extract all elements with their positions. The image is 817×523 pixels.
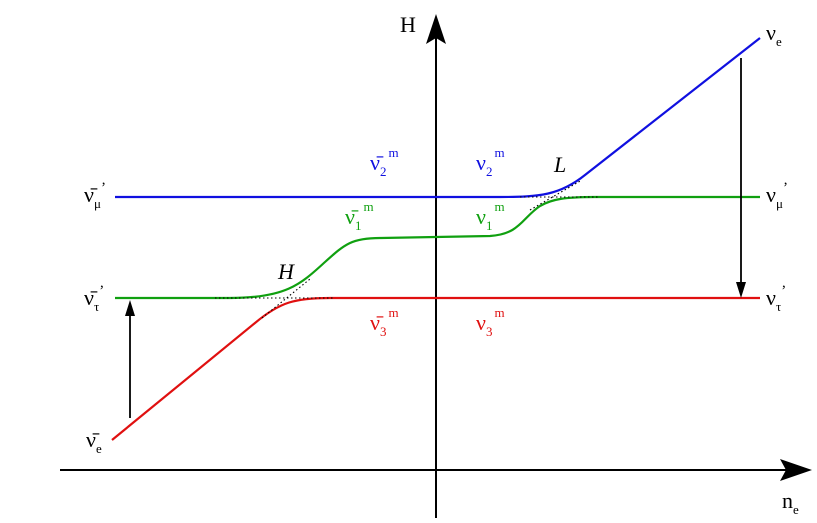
matter-label-nu1: ν1m	[476, 199, 505, 233]
x-axis-arrowhead	[780, 459, 812, 481]
green-level-curve	[115, 195, 760, 300]
matter-label-antinu1: ν̄1m	[345, 199, 374, 233]
left-label-antinu-e: ν̄e	[86, 427, 102, 456]
left-label-antinu-mu: ν̄μ’	[84, 180, 106, 211]
matter-label-antinu2: ν̄2m	[370, 145, 399, 179]
left-transition-arrowhead	[125, 300, 135, 316]
matter-label-antinu3: ν̄3m	[370, 305, 399, 339]
y-axis-arrowhead	[426, 14, 446, 44]
left-label-antinu-tau: ν̄τ’	[84, 283, 104, 314]
right-transition-arrowhead	[736, 282, 746, 298]
x-axis-label: ne	[782, 488, 799, 517]
high-resonance-label: H	[277, 259, 295, 284]
crossing-guides	[215, 179, 600, 319]
right-label-nu-e: νe	[766, 20, 782, 49]
right-label-nu-tau: ντ’	[766, 283, 786, 314]
y-axis-label: H	[400, 12, 416, 37]
matter-label-nu3: ν3m	[476, 305, 505, 339]
right-label-nu-mu: νμ’	[766, 180, 788, 211]
red-level-curve	[111, 296, 760, 441]
low-resonance-label: L	[553, 152, 566, 177]
blue-level-curve	[115, 37, 761, 199]
matter-label-nu2: ν2m	[476, 145, 505, 179]
